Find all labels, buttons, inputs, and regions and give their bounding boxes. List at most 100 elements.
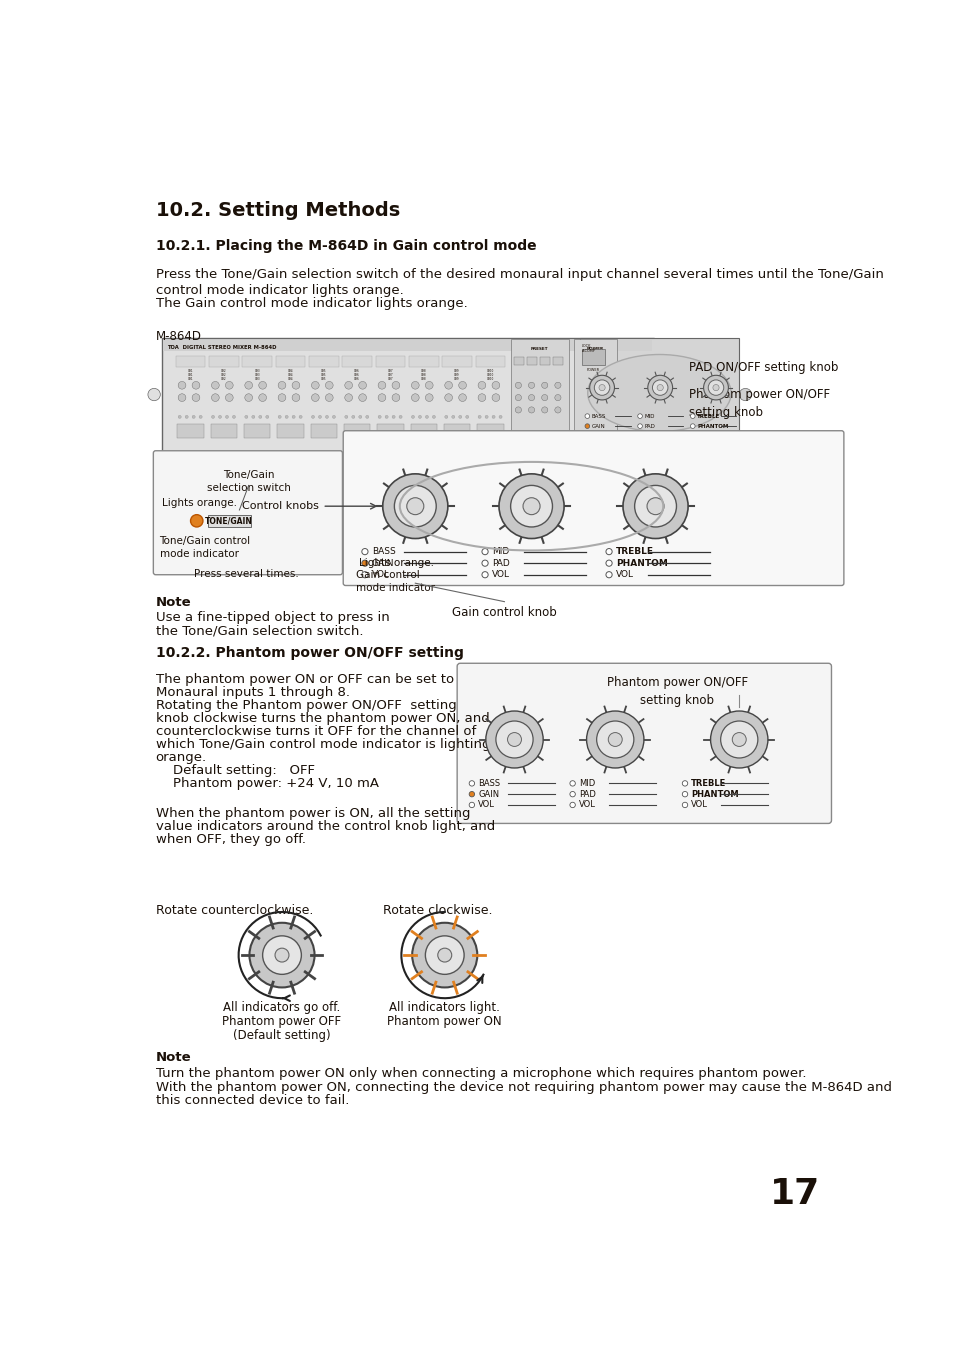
Text: Phantom power ON: Phantom power ON xyxy=(387,1015,501,1029)
Circle shape xyxy=(637,433,641,439)
Circle shape xyxy=(528,406,534,413)
Text: CH9: CH9 xyxy=(454,373,459,377)
Bar xyxy=(510,339,568,450)
Bar xyxy=(242,356,272,367)
Circle shape xyxy=(458,416,461,418)
Text: Lights orange.: Lights orange. xyxy=(358,558,434,568)
Text: the Tone/Gain selection switch.: the Tone/Gain selection switch. xyxy=(155,624,363,637)
Circle shape xyxy=(344,382,353,389)
Circle shape xyxy=(412,923,476,987)
Bar xyxy=(581,350,604,365)
Circle shape xyxy=(411,416,415,418)
Text: PAD ON/OFF setting knob: PAD ON/OFF setting knob xyxy=(688,360,838,374)
Circle shape xyxy=(425,936,464,975)
Circle shape xyxy=(469,802,474,807)
Text: TONE/GAIN: TONE/GAIN xyxy=(205,516,253,525)
Text: Phantom power ON/OFF
setting knob: Phantom power ON/OFF setting knob xyxy=(688,387,829,418)
Circle shape xyxy=(292,416,294,418)
Circle shape xyxy=(278,382,286,389)
Circle shape xyxy=(212,416,214,418)
Text: VOL: VOL xyxy=(372,570,390,579)
Text: TOA  DIGITAL STEREO MIXER M-864D: TOA DIGITAL STEREO MIXER M-864D xyxy=(167,346,275,350)
Circle shape xyxy=(681,802,687,807)
Circle shape xyxy=(515,394,521,401)
Text: Gain control
mode indicator: Gain control mode indicator xyxy=(356,570,435,593)
Circle shape xyxy=(425,416,428,418)
Circle shape xyxy=(358,394,366,401)
Circle shape xyxy=(569,791,575,796)
Text: PAD: PAD xyxy=(492,559,509,567)
Text: M-864D: M-864D xyxy=(155,329,201,343)
Text: Phantom power OFF: Phantom power OFF xyxy=(222,1015,341,1029)
Text: CH3: CH3 xyxy=(254,373,260,377)
Circle shape xyxy=(589,375,614,400)
Circle shape xyxy=(406,498,423,514)
Circle shape xyxy=(481,571,488,578)
Text: PAD: PAD xyxy=(578,790,595,799)
Circle shape xyxy=(498,474,563,539)
Circle shape xyxy=(199,416,202,418)
Circle shape xyxy=(266,416,269,418)
Circle shape xyxy=(258,394,266,401)
Text: TREBLE: TREBLE xyxy=(691,779,725,788)
Text: Phantom power: +24 V, 10 mA: Phantom power: +24 V, 10 mA xyxy=(155,778,378,790)
Text: CH5: CH5 xyxy=(321,373,326,377)
Circle shape xyxy=(292,382,299,389)
Circle shape xyxy=(332,416,335,418)
Circle shape xyxy=(411,394,418,401)
Circle shape xyxy=(274,948,289,963)
Circle shape xyxy=(584,424,589,428)
Text: Rotating the Phantom power ON/OFF  setting: Rotating the Phantom power ON/OFF settin… xyxy=(155,699,456,711)
Text: MID: MID xyxy=(492,547,509,556)
Circle shape xyxy=(444,394,452,401)
Circle shape xyxy=(515,406,521,413)
Circle shape xyxy=(515,382,521,389)
Bar xyxy=(539,356,550,365)
Text: CH10: CH10 xyxy=(486,373,494,377)
Circle shape xyxy=(318,416,321,418)
Text: (Default setting): (Default setting) xyxy=(233,1029,331,1042)
Circle shape xyxy=(218,416,221,418)
Text: Turn the phantom power ON only when connecting a microphone which requires phant: Turn the phantom power ON only when conn… xyxy=(155,1066,805,1080)
Circle shape xyxy=(425,382,433,389)
Circle shape xyxy=(555,382,560,389)
Circle shape xyxy=(739,389,751,401)
Circle shape xyxy=(392,416,395,418)
Circle shape xyxy=(707,379,723,396)
Circle shape xyxy=(498,416,501,418)
Circle shape xyxy=(192,382,199,389)
Text: POWER: POWER xyxy=(586,347,603,351)
FancyBboxPatch shape xyxy=(153,451,342,575)
Text: control mode indicator lights orange.: control mode indicator lights orange. xyxy=(155,284,403,297)
Text: CH7: CH7 xyxy=(387,369,393,373)
Circle shape xyxy=(598,385,604,390)
Circle shape xyxy=(311,382,319,389)
Text: PHANTOM: PHANTOM xyxy=(691,790,738,799)
Circle shape xyxy=(528,382,534,389)
Text: which Tone/Gain control mode indicator is lighting: which Tone/Gain control mode indicator i… xyxy=(155,738,490,751)
Text: With the phantom power ON, connecting the device not requiring phantom power may: With the phantom power ON, connecting th… xyxy=(155,1080,891,1094)
Circle shape xyxy=(646,498,663,514)
Bar xyxy=(211,424,236,437)
Circle shape xyxy=(311,394,319,401)
Text: CH8: CH8 xyxy=(420,377,426,381)
Bar xyxy=(275,356,305,367)
Circle shape xyxy=(185,416,188,418)
FancyBboxPatch shape xyxy=(343,431,843,586)
Text: Rotate counterclockwise.: Rotate counterclockwise. xyxy=(155,903,313,917)
Bar xyxy=(476,356,505,367)
Circle shape xyxy=(458,382,466,389)
Text: VOL: VOL xyxy=(691,801,707,810)
Circle shape xyxy=(385,416,388,418)
Text: PHANTOM: PHANTOM xyxy=(697,424,728,428)
Text: 10.2. Setting Methods: 10.2. Setting Methods xyxy=(155,201,399,220)
Circle shape xyxy=(465,416,468,418)
Circle shape xyxy=(377,382,385,389)
Text: 1: 1 xyxy=(190,451,192,455)
Text: Press several times.: Press several times. xyxy=(194,568,299,579)
Circle shape xyxy=(225,382,233,389)
Text: CH4: CH4 xyxy=(288,373,293,377)
Circle shape xyxy=(584,414,589,418)
Text: PAD: PAD xyxy=(644,424,655,428)
Text: GAIN: GAIN xyxy=(372,559,394,567)
